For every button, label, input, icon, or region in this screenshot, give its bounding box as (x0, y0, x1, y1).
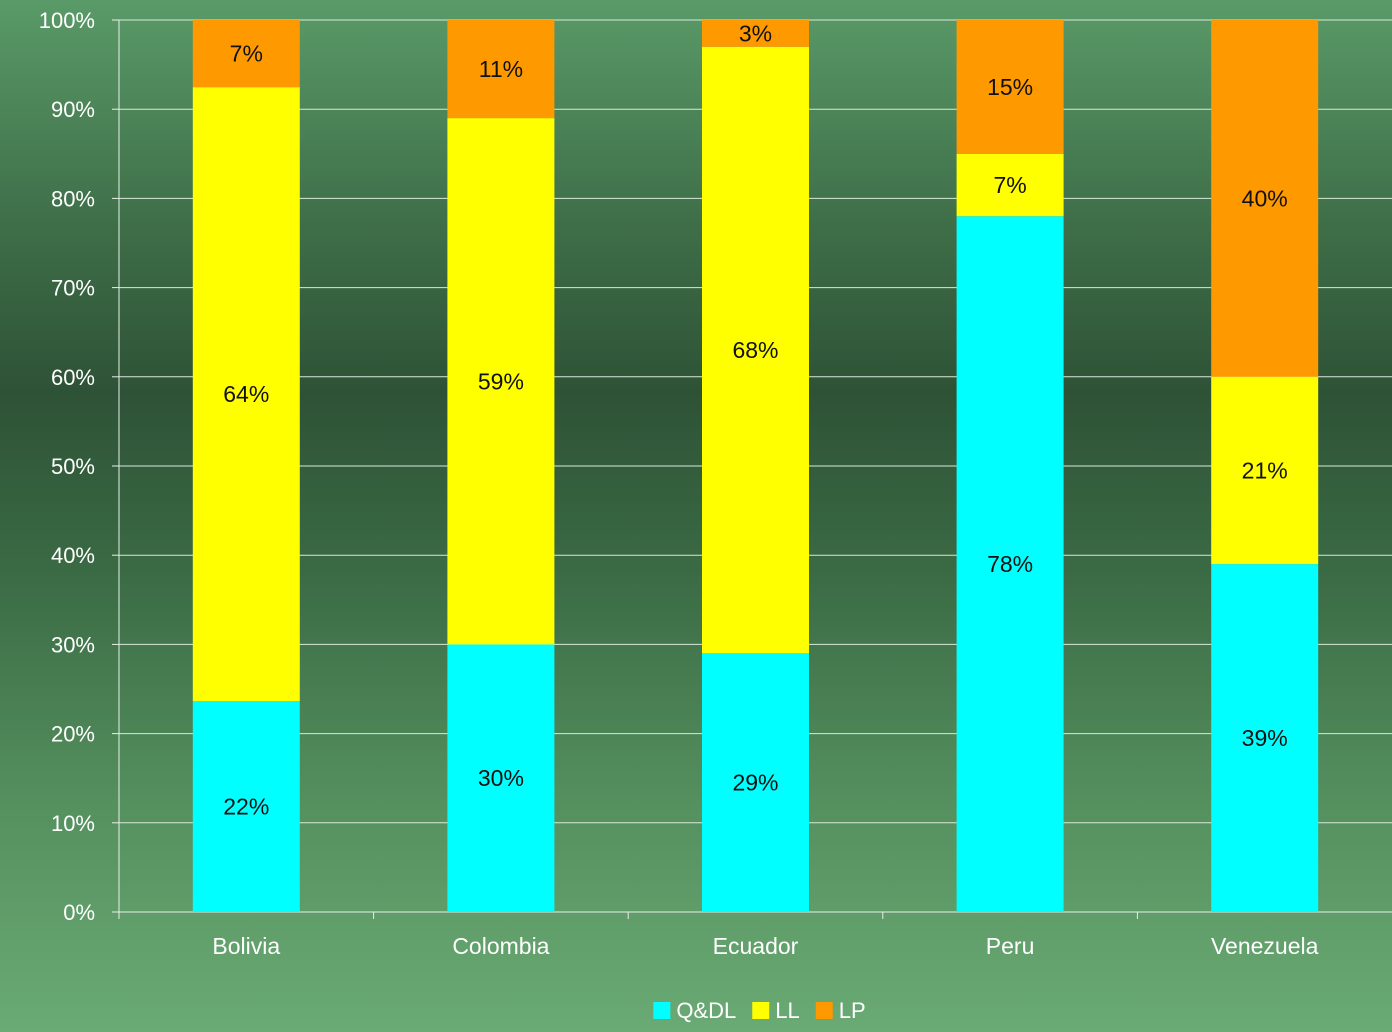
data-label: 3% (739, 20, 772, 46)
y-tick-label: 100% (39, 8, 95, 33)
bar-venezuela-ll (1211, 376, 1319, 565)
bar-colombia-qdl (447, 644, 555, 912)
bar-venezuela-qdl (1211, 564, 1319, 912)
bar-peru-lp (956, 20, 1064, 154)
bar-peru-qdl (956, 216, 1064, 913)
y-tick-label: 30% (51, 632, 95, 657)
x-category-label: Bolivia (212, 933, 280, 959)
y-tick-label: 60% (51, 365, 95, 390)
bar-colombia-lp (447, 20, 555, 119)
legend[interactable]: Q&DL LL LP (653, 998, 866, 1023)
bar-bolivia-qdl (192, 700, 300, 912)
x-category-label: Colombia (452, 933, 549, 959)
data-label: 15% (987, 74, 1033, 100)
y-tick-label: 10% (51, 811, 95, 836)
x-category-label: Ecuador (713, 933, 799, 959)
bar-venezuela-lp (1211, 20, 1319, 377)
y-tick-label: 70% (51, 276, 95, 301)
data-label: 78% (987, 551, 1033, 577)
legend-label: Q&DL (676, 998, 736, 1023)
bar-peru-ll (956, 153, 1064, 217)
data-label: 40% (1242, 185, 1288, 211)
bar-bolivia-ll (192, 87, 300, 701)
data-label: 7% (230, 41, 263, 67)
x-category-label: Peru (986, 933, 1035, 959)
y-tick-label: 40% (51, 543, 95, 568)
data-label: 22% (223, 793, 269, 819)
legend-item-ll[interactable]: LL (752, 998, 800, 1023)
data-label: 39% (1242, 725, 1288, 751)
data-label: 68% (732, 337, 778, 363)
y-tick-label: 20% (51, 722, 95, 747)
data-label: 11% (479, 56, 523, 82)
y-tick-label: 50% (51, 454, 95, 479)
data-label: 29% (732, 770, 778, 796)
bar-ecuador-lp (702, 20, 809, 47)
data-label: 21% (1242, 457, 1288, 483)
x-category-label: Venezuela (1211, 933, 1319, 959)
x-axis-category-labels: Bolivia Colombia Ecuador Peru Venezuela (212, 933, 1318, 959)
legend-item-lp[interactable]: LP (815, 998, 866, 1023)
bar-bolivia-lp (192, 20, 300, 88)
bar-ecuador-qdl (702, 653, 809, 912)
data-label: 7% (993, 172, 1026, 198)
legend-swatch (752, 1002, 770, 1019)
legend-label: LP (839, 998, 866, 1023)
bars: 22% 64% 7% 30% 59% 11% 29% 68% 3% 78% 7% 15% 39% 21% 4… (192, 20, 1319, 913)
bar-ecuador-ll (702, 46, 809, 654)
y-axis-tick-labels: 0% 10% 20% 30% 40% 50% 60% 70% 80% 90% 100% (39, 8, 95, 925)
data-label: 59% (478, 368, 524, 394)
legend-swatch (815, 1002, 833, 1019)
bar-colombia-ll (447, 118, 555, 645)
legend-swatch (653, 1002, 671, 1019)
y-tick-label: 80% (51, 186, 95, 211)
data-label: 64% (223, 381, 269, 407)
y-tick-label: 90% (51, 97, 95, 122)
legend-label: LL (775, 998, 799, 1023)
legend-item-qdl[interactable]: Q&DL (653, 998, 736, 1023)
y-tick-label: 0% (63, 900, 95, 925)
data-label: 30% (478, 765, 524, 791)
